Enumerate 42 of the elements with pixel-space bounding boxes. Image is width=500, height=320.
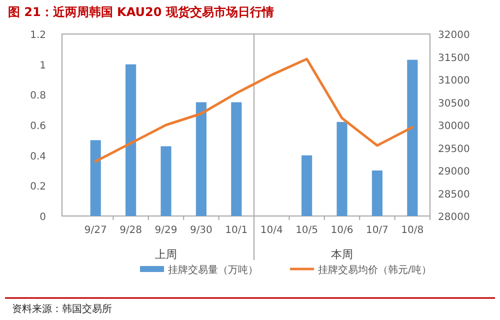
y2-tick-label: 28000	[438, 212, 470, 223]
x-tick-label: 9/27	[84, 225, 107, 236]
y-tick-label: 0	[40, 212, 46, 223]
x-tick-label: 9/30	[190, 225, 212, 236]
x-tick-label: 10/5	[296, 225, 318, 236]
x-tick-label: 10/4	[260, 225, 283, 236]
bar	[90, 140, 101, 216]
text: 上周	[155, 248, 177, 261]
bar	[302, 155, 312, 216]
bar	[231, 102, 242, 216]
legend-label: 挂牌交易均价（韩元/吨）	[318, 264, 432, 276]
chart-title: 图 21：近两周韩国 KAU20 现货交易市场日行情	[8, 5, 274, 19]
bar	[336, 122, 348, 216]
x-tick-label: 10/6	[330, 225, 354, 236]
y2-tick-label: 31500	[438, 52, 470, 64]
bar	[126, 64, 136, 216]
y-tick-label: 0.2	[30, 182, 46, 193]
y-tick-label: 0.4	[30, 151, 46, 162]
y2-tick-label: 32000	[438, 30, 470, 41]
y2-tick-label: 28500	[438, 189, 470, 200]
y-tick-label: 1	[40, 60, 46, 72]
y-tick-label: 1.2	[30, 30, 46, 41]
x-tick-label: 10/8	[401, 225, 424, 236]
legend-label: 挂牌交易量（万吨）	[168, 264, 258, 276]
y-tick-label: 0.6	[30, 121, 46, 132]
y-tick-label: 0.8	[30, 90, 46, 102]
y2-tick-label: 30000	[438, 121, 470, 132]
y2-tick-label: 29000	[438, 166, 470, 178]
y2-tick-label: 30500	[438, 98, 470, 110]
bar	[160, 146, 172, 216]
bar	[196, 102, 206, 216]
y2-tick-label: 31000	[438, 76, 470, 86]
x-tick-label: 9/29	[154, 225, 178, 236]
bar	[407, 60, 418, 216]
y2-tick-label: 29500	[438, 144, 470, 155]
text: 资料来源：韩国交易所	[12, 303, 112, 315]
x-tick-label: 10/7	[366, 225, 388, 236]
x-tick-label: 9/28	[120, 225, 142, 236]
line-series	[94, 58, 414, 163]
text: 本周	[331, 248, 353, 261]
x-tick-label: 10/1	[225, 225, 248, 236]
bar	[372, 170, 382, 216]
